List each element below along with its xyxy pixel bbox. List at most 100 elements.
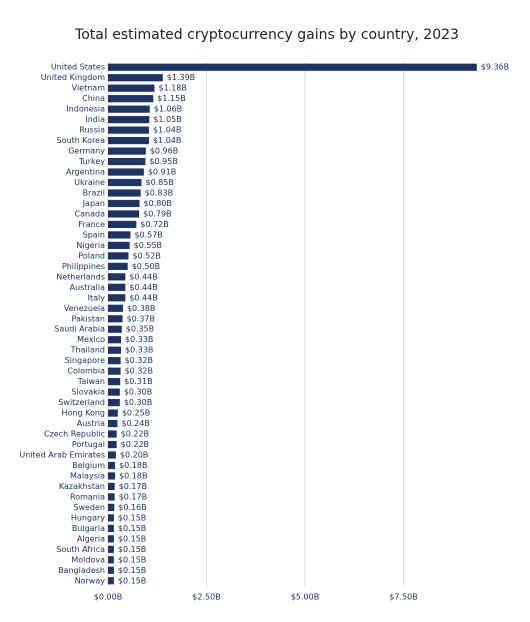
y-tick-label: Pakistan [72, 314, 106, 323]
y-tick-label: Norway [75, 576, 106, 585]
value-label: $0.17B [119, 492, 147, 501]
value-label: $1.39B [167, 73, 195, 82]
value-label: $0.33B [125, 346, 153, 355]
y-tick-label: Australia [70, 283, 105, 292]
value-label: $0.31B [124, 377, 152, 386]
value-label: $0.15B [118, 545, 146, 554]
bar [108, 262, 128, 270]
value-label: $0.91B [148, 168, 176, 177]
bar [108, 168, 144, 176]
y-tick-label: Thailand [70, 346, 105, 355]
x-tick-label: $2.50B [192, 593, 220, 602]
bar [108, 399, 120, 407]
value-label: $0.16B [118, 503, 146, 512]
y-tick-label: Poland [78, 251, 105, 260]
value-label: $0.83B [145, 189, 173, 198]
y-tick-label: Vietnam [72, 84, 106, 93]
y-tick-label: Bangladesh [58, 566, 105, 575]
bar [108, 419, 118, 428]
bar [108, 524, 114, 532]
value-label: $0.15B [118, 513, 146, 522]
value-label: $0.18B [119, 461, 147, 470]
y-tick-label: Turkey [78, 157, 105, 166]
bar [108, 440, 117, 449]
value-label: $0.22B [121, 440, 149, 449]
value-label: $1.18B [158, 84, 186, 93]
x-tick-label: $7.50B [389, 593, 417, 602]
y-tick-label: Switzerland [58, 398, 105, 407]
bar [108, 514, 114, 522]
value-label: $0.32B [125, 367, 153, 376]
bar [108, 147, 146, 155]
value-label: $0.15B [118, 534, 146, 543]
bar [108, 283, 126, 291]
chart-title: Total estimated cryptocurrency gains by … [74, 27, 459, 43]
bar [108, 367, 121, 375]
bar [108, 556, 114, 564]
bar [108, 294, 126, 302]
bar [108, 126, 149, 134]
y-tick-label: United Arab Emirates [19, 451, 105, 460]
bar [108, 409, 118, 417]
value-label: $0.80B [144, 199, 172, 208]
value-label: $0.15B [118, 555, 146, 564]
y-tick-label: South Korea [57, 136, 106, 145]
bar [108, 346, 122, 354]
value-label: $0.44B [129, 283, 157, 292]
y-tick-label: Portugal [72, 440, 105, 449]
y-tick-label: Italy [88, 293, 106, 302]
y-tick-label: Argentina [66, 168, 105, 177]
y-tick-label: Indonesia [66, 105, 105, 114]
bar [108, 577, 114, 585]
value-label: $0.24B [121, 419, 149, 428]
value-label: $0.38B [127, 304, 155, 313]
y-tick-label: Kazakhstan [59, 482, 105, 491]
y-tick-label: Canada [75, 209, 106, 218]
value-label: $0.55B [134, 241, 162, 250]
y-tick-label: Hungary [71, 513, 105, 522]
value-label: $0.30B [124, 398, 152, 407]
y-tick-label: India [85, 115, 105, 124]
y-tick-label: Austria [77, 419, 105, 428]
bar [108, 273, 126, 281]
value-label: $0.32B [125, 356, 153, 365]
bar [108, 199, 140, 208]
bar [108, 252, 129, 260]
value-label: $9.36B [481, 63, 509, 72]
bar [108, 178, 142, 187]
bar [108, 461, 116, 470]
y-tick-label: France [78, 220, 105, 229]
value-label: $0.35B [126, 325, 154, 334]
value-label: $0.96B [150, 147, 178, 156]
y-tick-label: Malaysia [70, 471, 105, 480]
bar [108, 566, 114, 574]
y-tick-label: Belgium [72, 461, 105, 470]
bar [108, 430, 117, 438]
bar [108, 74, 163, 82]
value-label: $1.05B [153, 115, 181, 124]
value-label: $0.44B [129, 293, 157, 302]
bar [108, 220, 137, 229]
y-tick-label: Taiwan [77, 377, 105, 386]
bar [108, 63, 477, 71]
y-tick-label: Venezuela [64, 304, 105, 313]
bar [108, 493, 115, 501]
value-label: $0.15B [118, 524, 146, 533]
value-label: $0.15B [118, 566, 146, 575]
value-label: $0.79B [143, 209, 171, 218]
y-tick-label: Russia [79, 126, 105, 135]
bar [108, 472, 116, 480]
bar [108, 535, 114, 543]
value-label: $0.18B [119, 471, 147, 480]
value-label: $1.06B [154, 105, 182, 114]
value-label: $0.20B [120, 451, 148, 460]
bar [108, 545, 114, 553]
y-tick-label: China [82, 94, 105, 103]
value-label: $0.25B [122, 409, 150, 418]
y-tick-label: United Kingdom [41, 73, 105, 82]
bar [108, 503, 115, 511]
value-label: $0.85B [145, 178, 173, 187]
y-tick-label: Moldova [71, 555, 105, 564]
bar [108, 325, 122, 333]
